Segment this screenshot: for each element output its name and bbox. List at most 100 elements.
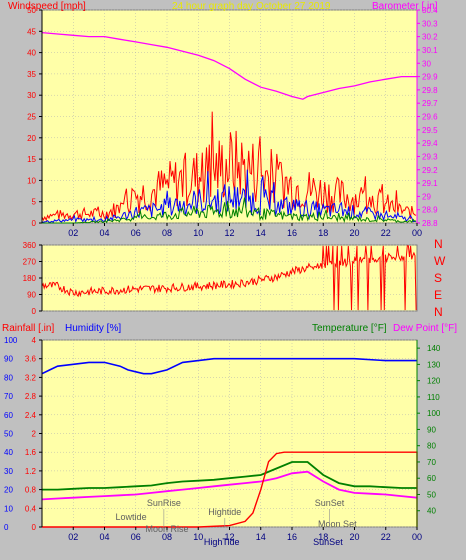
x-tick-label: 22 <box>381 228 391 238</box>
compass-label: W <box>434 254 446 268</box>
compass-label: S <box>434 271 442 285</box>
barometer-tick-label: 29.6 <box>422 113 438 122</box>
wind-tick-label: 20 <box>27 134 36 143</box>
rainfall-tick-label: 1.2 <box>25 467 37 476</box>
x-tick-label: 06 <box>131 532 141 542</box>
compass-label: N <box>434 237 443 251</box>
wind-tick-label: 15 <box>27 155 36 164</box>
x-tick-label: 20 <box>349 532 359 542</box>
x-tick-label: 00 <box>412 532 422 542</box>
humidity-ticks: 0 10 20 30 40 50 60 70 80 90 100 <box>4 336 18 532</box>
temperature-ticks: 40 50 60 70 80 90 100 110 120 130 140 <box>417 344 441 516</box>
x-tick-label: 18 <box>318 532 328 542</box>
dew-point-line <box>41 470 418 501</box>
astronomy-annotation: HighTide <box>204 537 240 547</box>
wind-tick-label: 50 <box>27 6 36 15</box>
barometer-tick-label: 29 <box>422 192 431 201</box>
direction-tick-label: 0 <box>32 307 37 316</box>
wind-tick-label: 45 <box>27 27 36 36</box>
astronomy-annotation: SunRise <box>147 498 181 508</box>
direction-tick-label: 360 <box>23 241 37 250</box>
humidity-tick-label: 90 <box>4 355 13 364</box>
x-tick-label: 14 <box>256 532 266 542</box>
wind-x-ticks: 02 04 06 08 10 12 14 16 18 20 22 00 <box>68 223 422 238</box>
barometer-tick-label: 29.3 <box>422 152 438 161</box>
wind-axis-label: Windspeed [mph] <box>8 1 86 12</box>
rainfall-tick-label: 0.8 <box>25 486 37 495</box>
wind-tick-label: 0 <box>32 219 37 228</box>
temperature-tick-label: 110 <box>427 393 440 402</box>
humidity-tick-label: 60 <box>4 411 13 420</box>
humidity-tick-label: 0 <box>4 523 9 532</box>
rainfall-tick-label: 0.4 <box>25 504 37 513</box>
barometer-tick-label: 30.4 <box>422 6 438 15</box>
wind-tick-label: 25 <box>27 113 36 122</box>
rainfall-tick-label: 2 <box>32 430 37 439</box>
rainfall-tick-label: 4 <box>32 336 37 345</box>
temperature-tick-label: 130 <box>427 360 441 369</box>
barometer-tick-label: 30 <box>422 59 431 68</box>
temperature-line <box>42 461 417 491</box>
wind-series-group <box>41 111 417 224</box>
barometer-tick-label: 28.8 <box>422 219 438 228</box>
x-tick-label: 14 <box>256 228 266 238</box>
x-tick-label: 20 <box>349 228 359 238</box>
rain-humidity-series-group <box>41 357 418 528</box>
wind-tick-label: 10 <box>27 176 36 185</box>
rainfall-tick-label: 1.6 <box>25 448 37 457</box>
barometer-axis-label: Barometer [.in] <box>372 1 438 12</box>
x-tick-label: 16 <box>287 532 297 542</box>
barometer-tick-label: 30.2 <box>422 33 438 42</box>
x-tick-label: 02 <box>68 532 78 542</box>
astronomy-annotation: SunSet <box>315 498 345 508</box>
x-tick-label: 04 <box>99 228 109 238</box>
rainfall-line <box>42 451 418 528</box>
humidity-tick-label: 20 <box>4 486 13 495</box>
wind-chart-title: 24 hour graph day October 27 2019 <box>172 1 331 12</box>
barometer-tick-label: 29.2 <box>422 166 438 175</box>
rainfall-tick-label: 3.6 <box>25 355 37 364</box>
direction-tick-label: 90 <box>27 291 36 300</box>
barometer-tick-label: 29.8 <box>422 86 438 95</box>
wind-left-ticks: 0 5 10 15 20 25 30 35 40 45 50 <box>27 6 42 228</box>
x-tick-label: 12 <box>224 228 234 238</box>
x-tick-label: 04 <box>99 532 109 542</box>
temperature-tick-label: 80 <box>427 442 436 451</box>
barometer-line <box>41 31 417 100</box>
dewpoint-axis-label: Dew Point [°F] <box>393 323 457 334</box>
x-tick-label: 22 <box>381 532 391 542</box>
direction-tick-label: 270 <box>23 258 37 267</box>
astronomy-annotation: Moon Set <box>318 519 357 529</box>
temperature-axis-label: Temperature [°F] <box>312 323 387 334</box>
x-tick-label: 08 <box>162 532 172 542</box>
astronomy-annotation: SunSet <box>313 537 343 547</box>
direction-tick-label: 180 <box>23 274 37 283</box>
rainfall-ticks: 0 0.4 0.8 1.2 1.6 2 2.4 2.8 3.2 3.6 4 <box>25 336 42 532</box>
wind-tick-label: 30 <box>27 91 36 100</box>
direction-series-group <box>41 245 417 311</box>
rainfall-tick-label: 2.4 <box>25 411 37 420</box>
humidity-tick-label: 80 <box>4 373 13 382</box>
temperature-tick-label: 50 <box>427 490 436 499</box>
x-tick-label: 16 <box>287 228 297 238</box>
barometer-tick-label: 28.9 <box>422 206 438 215</box>
humidity-tick-label: 40 <box>4 448 13 457</box>
x-tick-label: 08 <box>162 228 172 238</box>
wind-direction-line <box>41 245 417 311</box>
temperature-tick-label: 90 <box>427 425 436 434</box>
temperature-tick-label: 70 <box>427 458 436 467</box>
rainfall-tick-label: 2.8 <box>25 392 37 401</box>
wind-tick-label: 40 <box>27 49 36 58</box>
x-tick-label: 02 <box>68 228 78 238</box>
barometer-tick-label: 30.1 <box>422 46 438 55</box>
rain-x-ticks: 02 04 06 08 10 12 14 16 18 20 22 00 <box>68 527 422 542</box>
compass-label: N <box>434 305 443 319</box>
humidity-tick-label: 70 <box>4 392 13 401</box>
rainfall-tick-label: 0 <box>32 523 37 532</box>
temperature-tick-label: 60 <box>427 474 436 483</box>
x-tick-label: 10 <box>193 228 203 238</box>
temperature-tick-label: 40 <box>427 507 436 516</box>
